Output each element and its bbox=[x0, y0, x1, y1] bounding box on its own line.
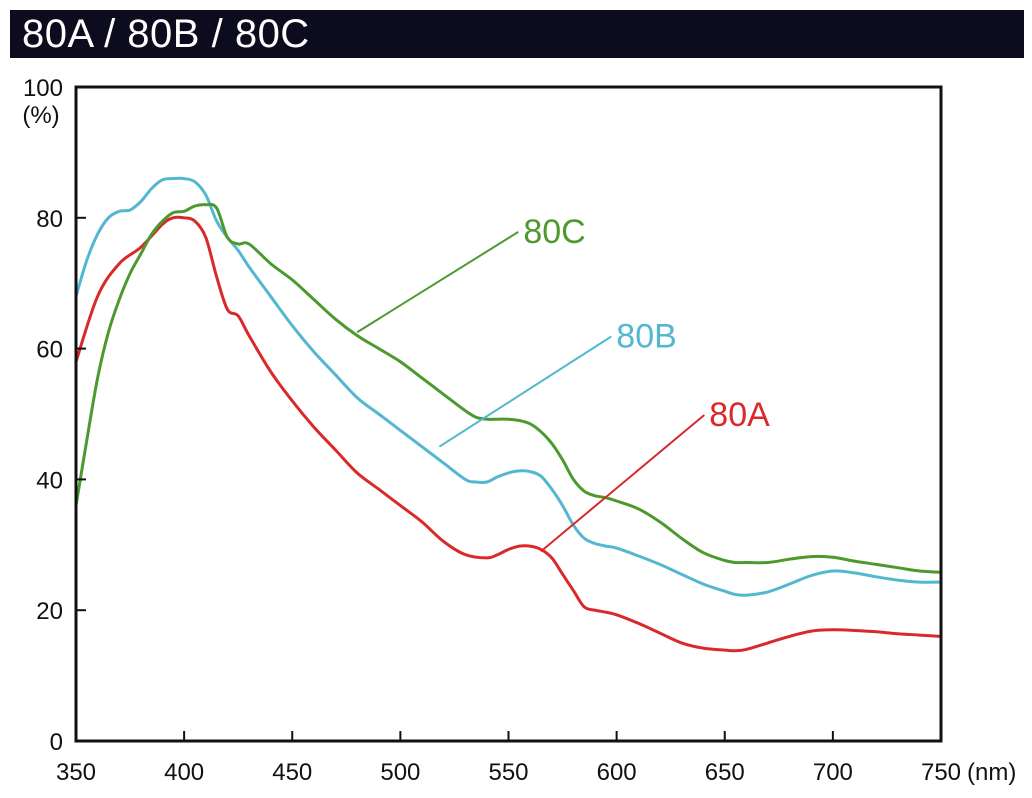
x-tick-label: 500 bbox=[380, 759, 420, 786]
y-tick-label: 100 bbox=[23, 75, 63, 102]
series-label-80b: 80B bbox=[616, 318, 677, 356]
series-line-80b bbox=[74, 176, 943, 597]
y-tick-label: 20 bbox=[36, 598, 63, 625]
x-tick-label: 550 bbox=[488, 759, 528, 786]
annotation-leaders bbox=[356, 231, 705, 553]
chart-title: 80A / 80B / 80C bbox=[22, 12, 310, 56]
leader-line-80c bbox=[356, 231, 519, 334]
leader-line-80b bbox=[438, 335, 612, 448]
plot-frame bbox=[74, 85, 943, 743]
x-tick-label: 600 bbox=[597, 759, 637, 786]
series-line-80a bbox=[74, 215, 943, 653]
series-label-80a: 80A bbox=[709, 396, 770, 434]
x-tick-label: 400 bbox=[164, 759, 204, 786]
x-tick-label: 450 bbox=[272, 759, 312, 786]
y-tick-label: 0 bbox=[50, 729, 63, 756]
x-axis-label: (nm) bbox=[967, 759, 1016, 786]
x-tick-label: 700 bbox=[813, 759, 853, 786]
y-axis-label: (%) bbox=[22, 102, 59, 129]
series-labels: 80C 80B 80A bbox=[523, 213, 770, 434]
x-axis: 350 400 450 500 550 600 650 700 750 bbox=[56, 731, 961, 786]
title-bar: 80A / 80B / 80C bbox=[10, 10, 1024, 58]
series-label-80c: 80C bbox=[523, 213, 585, 251]
x-tick-label: 350 bbox=[56, 759, 96, 786]
y-tick-label: 80 bbox=[36, 206, 63, 233]
y-tick-label: 60 bbox=[36, 337, 63, 364]
y-axis: 0 20 40 60 80 100 bbox=[23, 75, 86, 756]
x-tick-label: 650 bbox=[705, 759, 745, 786]
x-tick-label: 750 bbox=[921, 759, 961, 786]
leader-line-80a bbox=[540, 414, 705, 553]
y-tick-label: 40 bbox=[36, 467, 63, 494]
series-lines bbox=[74, 176, 943, 653]
series-line-80c bbox=[74, 202, 943, 574]
